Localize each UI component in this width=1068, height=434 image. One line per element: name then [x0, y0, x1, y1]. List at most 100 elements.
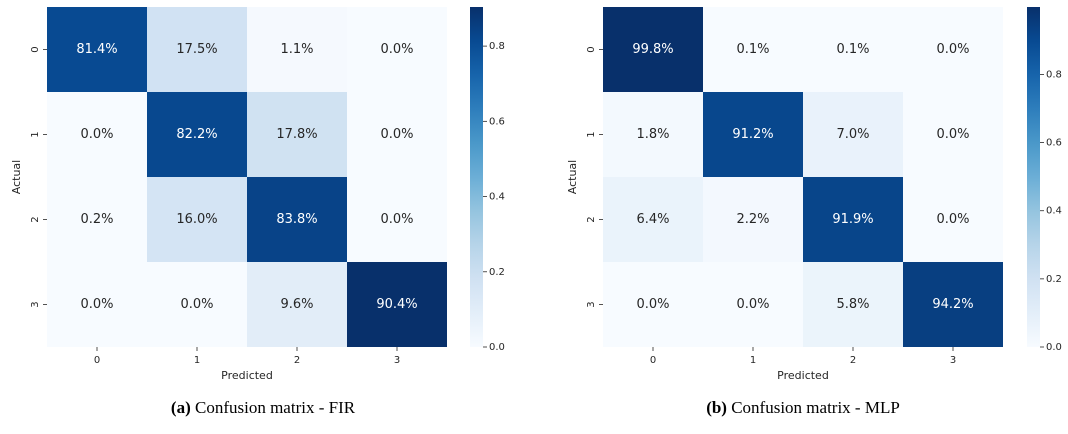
heatmap-cell: [47, 92, 147, 177]
x-tick-label: 2: [294, 355, 300, 366]
heatmap-cell: [347, 92, 447, 177]
heatmap-cell: [803, 92, 903, 177]
cell-label: 0.2%: [80, 212, 113, 227]
cell-label: 0.0%: [736, 297, 769, 312]
cell-label: 0.1%: [736, 42, 769, 57]
cell-label: 17.8%: [276, 127, 317, 142]
y-tick-label: 2: [30, 216, 41, 222]
cell-label: 17.5%: [176, 42, 217, 57]
y-tick-label: 1: [30, 131, 41, 137]
heatmap-cell: [347, 177, 447, 262]
heatmap-cell: [147, 7, 247, 92]
heatmap-cell: [247, 177, 347, 262]
colorbar: [470, 7, 483, 347]
heatmap-cell: [147, 262, 247, 347]
cell-label: 7.0%: [836, 127, 869, 142]
x-tick-label: 1: [194, 355, 200, 366]
colorbar-tick-label: 0.2: [1046, 274, 1062, 285]
caption-label: (a): [171, 398, 191, 417]
x-tick-label: 3: [950, 355, 956, 366]
cell-label: 0.0%: [180, 297, 213, 312]
cell-label: 0.0%: [380, 42, 413, 57]
heatmap-cell: [247, 7, 347, 92]
colorbar-tick-label: 0.0: [1046, 342, 1062, 353]
cell-label: 6.4%: [636, 212, 669, 227]
colorbar-tick-label: 0.6: [1046, 138, 1062, 149]
heatmap-cell: [347, 7, 447, 92]
cell-label: 91.9%: [832, 212, 873, 227]
colorbar-tick-label: 0.4: [1046, 206, 1062, 217]
colorbar-tick-label: 0.2: [489, 267, 505, 278]
x-axis-label: Predicted: [777, 369, 829, 382]
colorbar: [1027, 7, 1040, 347]
x-tick-label: 2: [850, 355, 856, 366]
heatmap-cell: [903, 262, 1003, 347]
heatmap-cell: [247, 262, 347, 347]
heatmap-cell: [903, 7, 1003, 92]
cell-label: 0.0%: [380, 127, 413, 142]
heatmap-cell: [803, 177, 903, 262]
colorbar-tick-label: 0.8: [489, 41, 505, 52]
heatmap-cell: [603, 262, 703, 347]
y-tick-label: 0: [30, 46, 41, 52]
cell-label: 9.6%: [280, 297, 313, 312]
cell-label: 1.8%: [636, 127, 669, 142]
heatmap-cell: [703, 177, 803, 262]
cell-label: 2.2%: [736, 212, 769, 227]
x-tick-label: 0: [94, 355, 100, 366]
cell-label: 99.8%: [632, 42, 673, 57]
cell-label: 0.1%: [836, 42, 869, 57]
x-axis-label: Predicted: [221, 369, 273, 382]
cell-label: 0.0%: [936, 212, 969, 227]
colorbar-tick-label: 0.4: [489, 192, 505, 203]
heatmap-cell: [47, 177, 147, 262]
cell-label: 0.0%: [80, 297, 113, 312]
caption: (b) Confusion matrix - MLP: [706, 398, 900, 417]
y-tick-label: 2: [586, 216, 597, 222]
heatmap-cell: [47, 7, 147, 92]
cell-label: 81.4%: [76, 42, 117, 57]
heatmap-cell: [703, 7, 803, 92]
heatmap-cell: [603, 92, 703, 177]
cell-label: 16.0%: [176, 212, 217, 227]
heatmap-cell: [703, 262, 803, 347]
heatmap-cell: [47, 262, 147, 347]
cell-label: 0.0%: [936, 127, 969, 142]
heatmap-cell: [147, 177, 247, 262]
heatmap-cell: [347, 262, 447, 347]
caption: (a) Confusion matrix - FIR: [171, 398, 356, 417]
colorbar-tick-label: 0.8: [1046, 69, 1062, 80]
x-tick-label: 1: [750, 355, 756, 366]
y-tick-label: 3: [30, 301, 41, 307]
cell-label: 94.2%: [932, 297, 973, 312]
y-axis-label: Actual: [566, 160, 579, 194]
caption-title: Confusion matrix - FIR: [195, 398, 356, 417]
cell-label: 90.4%: [376, 297, 417, 312]
x-tick-label: 0: [650, 355, 656, 366]
cell-label: 0.0%: [80, 127, 113, 142]
caption-title: Confusion matrix - MLP: [731, 398, 900, 417]
heatmap-cell: [803, 7, 903, 92]
cell-label: 0.0%: [936, 42, 969, 57]
cell-label: 91.2%: [732, 127, 773, 142]
cell-label: 0.0%: [380, 212, 413, 227]
cell-label: 83.8%: [276, 212, 317, 227]
heatmap-cell: [603, 7, 703, 92]
y-axis-label: Actual: [10, 160, 23, 194]
cell-label: 0.0%: [636, 297, 669, 312]
heatmap-cell: [903, 177, 1003, 262]
heatmap-cell: [147, 92, 247, 177]
cell-label: 82.2%: [176, 127, 217, 142]
cell-label: 1.1%: [280, 42, 313, 57]
heatmap-cell: [903, 92, 1003, 177]
colorbar-tick-label: 0.6: [489, 116, 505, 127]
heatmap-cell: [247, 92, 347, 177]
y-tick-label: 0: [586, 46, 597, 52]
colorbar-tick-label: 0.0: [489, 342, 505, 353]
caption-label: (b): [706, 398, 727, 417]
heatmap-cell: [803, 262, 903, 347]
cell-label: 5.8%: [836, 297, 869, 312]
x-tick-label: 3: [394, 355, 400, 366]
heatmap-cell: [603, 177, 703, 262]
